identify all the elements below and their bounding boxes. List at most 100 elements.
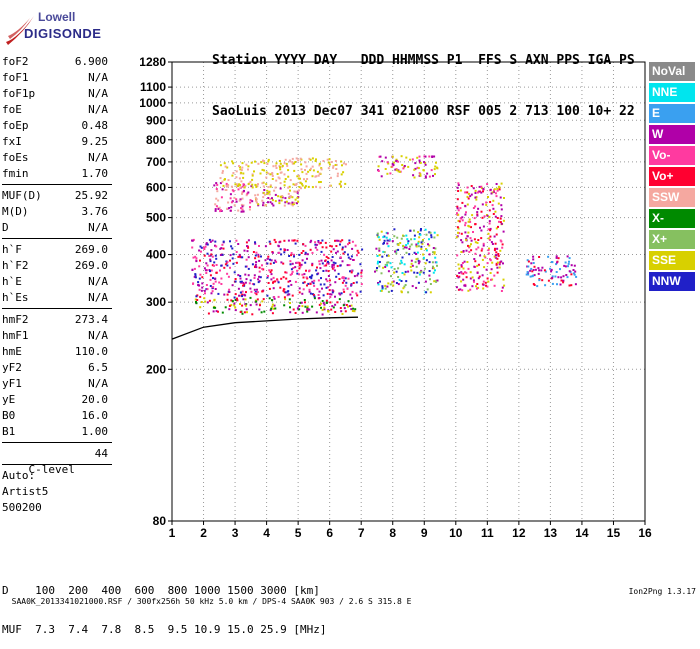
echo-point xyxy=(296,202,298,205)
echo-point xyxy=(249,180,252,183)
echo-point xyxy=(228,207,231,209)
echo-point xyxy=(229,266,231,269)
echo-point xyxy=(495,254,498,257)
echo-point xyxy=(555,255,558,258)
param-row-foes: foEs N/A xyxy=(2,150,112,166)
echo-point xyxy=(263,169,266,172)
echo-point xyxy=(245,291,247,294)
echo-point xyxy=(309,158,312,161)
separator xyxy=(2,184,112,185)
echo-point xyxy=(320,306,322,309)
echo-point xyxy=(254,184,257,186)
echo-point xyxy=(456,186,459,189)
param-row-ye: yE 20.0 xyxy=(2,392,112,408)
echo-point xyxy=(342,277,345,280)
echo-point xyxy=(244,303,247,306)
echo-point xyxy=(339,240,342,243)
echo-point xyxy=(331,289,334,292)
echo-point xyxy=(360,275,363,278)
echo-point xyxy=(328,184,331,187)
echo-point xyxy=(237,255,240,258)
echo-point xyxy=(203,297,206,300)
echo-point xyxy=(290,252,293,255)
param-row-hmf2: hmF2 273.4 xyxy=(2,312,112,328)
param-value: 269.0 xyxy=(74,259,108,272)
echo-point xyxy=(348,305,351,307)
echo-point xyxy=(234,306,237,309)
echo-point xyxy=(242,284,244,287)
echo-point xyxy=(297,177,300,180)
echo-point xyxy=(276,278,279,281)
echo-point xyxy=(301,259,304,262)
echo-point xyxy=(357,272,360,275)
echo-point xyxy=(461,201,464,204)
echo-point xyxy=(460,265,463,268)
echo-point xyxy=(284,178,287,180)
echo-point xyxy=(234,280,237,283)
echo-point xyxy=(492,213,495,215)
echo-point xyxy=(413,229,415,232)
echo-point xyxy=(531,270,534,273)
legend-item-vo: Vo+ xyxy=(649,167,695,186)
echo-point xyxy=(235,200,238,203)
echo-point xyxy=(347,256,350,259)
echo-point xyxy=(241,192,243,195)
echo-point xyxy=(331,291,334,294)
echo-point xyxy=(193,275,196,278)
echo-point xyxy=(209,274,212,277)
echo-point xyxy=(255,300,258,303)
echo-point xyxy=(289,189,291,192)
echo-point xyxy=(474,252,477,255)
echo-point xyxy=(351,290,354,293)
echo-point xyxy=(268,193,271,196)
echo-point xyxy=(467,220,470,223)
echo-point xyxy=(460,239,463,242)
echo-point xyxy=(383,235,386,238)
echo-point xyxy=(532,262,535,264)
echo-point xyxy=(289,202,291,205)
separator xyxy=(2,238,112,239)
echo-point xyxy=(353,275,356,278)
echo-point xyxy=(560,279,563,282)
echo-point xyxy=(401,164,404,166)
echo-point xyxy=(225,182,228,185)
echo-point xyxy=(476,287,478,290)
echo-point xyxy=(274,241,277,244)
echo-point xyxy=(525,273,528,276)
echo-point xyxy=(319,267,322,270)
echo-point xyxy=(233,296,236,299)
echo-point xyxy=(283,239,286,242)
echo-point xyxy=(332,248,335,251)
echo-point xyxy=(550,261,553,263)
echo-point xyxy=(356,254,358,257)
echo-point xyxy=(220,196,223,199)
echo-point xyxy=(272,287,275,290)
echo-point xyxy=(433,251,436,254)
echo-point xyxy=(285,277,288,280)
echo-point xyxy=(342,304,345,307)
echo-point xyxy=(308,157,311,160)
echo-point xyxy=(241,312,244,315)
echo-point xyxy=(352,282,355,284)
echo-point xyxy=(319,283,322,286)
echo-point xyxy=(311,175,314,178)
echo-point xyxy=(466,186,469,189)
echo-point xyxy=(294,312,297,314)
echo-point xyxy=(255,261,258,264)
echo-point xyxy=(400,280,403,282)
echo-point xyxy=(463,284,466,287)
echo-point xyxy=(559,268,561,271)
echo-point xyxy=(334,262,337,265)
echo-point xyxy=(289,160,292,163)
echo-point xyxy=(312,293,315,296)
echo-point xyxy=(470,185,473,187)
echo-point xyxy=(325,246,328,249)
echo-point xyxy=(456,274,459,277)
echo-point xyxy=(300,182,303,185)
echo-point xyxy=(294,183,297,186)
echo-point xyxy=(397,169,400,172)
echo-point xyxy=(426,288,429,291)
echo-point xyxy=(489,201,492,203)
echo-point xyxy=(410,259,413,262)
echo-point xyxy=(214,203,217,206)
